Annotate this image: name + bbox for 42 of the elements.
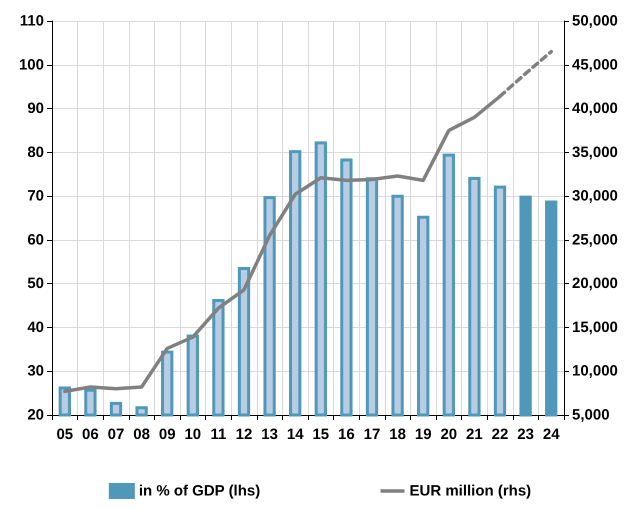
y2-tick-label: 15,000 (572, 318, 618, 336)
y2-tick-label: 35,000 (572, 144, 618, 161)
legend-label: in % of GDP (lhs) (138, 482, 260, 500)
x-tick-label: 11 (210, 426, 226, 443)
y2-tick-label: 10,000 (572, 362, 618, 380)
x-tick-label: 15 (312, 426, 330, 443)
x-tick-label: 17 (364, 426, 380, 443)
y-tick-label: 50 (27, 275, 44, 292)
y-tick-label: 20 (27, 406, 44, 424)
x-tick-label: 19 (414, 426, 432, 443)
x-tick-label: 21 (466, 426, 483, 443)
x-tick-label: 08 (133, 426, 150, 443)
x-tick-label: 24 (542, 426, 560, 443)
x-tick-label: 16 (338, 426, 355, 443)
y2-tick-label: 30,000 (572, 188, 618, 205)
y-tick-label: 110 (20, 12, 44, 30)
legend-label: EUR million (rhs) (409, 482, 532, 500)
y-tick-label: 70 (27, 188, 44, 205)
x-tick-label: 23 (517, 426, 534, 443)
y2-tick-label: 25,000 (572, 231, 618, 248)
x-tick-label: 05 (56, 426, 74, 443)
x-tick-label: 09 (158, 426, 176, 443)
x-tick-label: 18 (389, 426, 406, 443)
x-tick-label: 22 (492, 426, 508, 443)
y2-tick-label: 20,000 (572, 275, 618, 292)
y-tick-label: 100 (18, 56, 44, 74)
y-tick-label: 30 (27, 362, 44, 380)
x-tick-label: 14 (286, 426, 304, 443)
x-tick-label: 12 (236, 426, 252, 443)
y2-tick-label: 45,000 (572, 56, 618, 74)
x-tick-label: 20 (440, 426, 458, 443)
x-tick-label: 07 (108, 426, 124, 443)
y-tick-label: 80 (27, 144, 44, 161)
x-tick-label: 10 (184, 426, 202, 443)
y2-tick-label: 40,000 (572, 100, 618, 118)
x-tick-label: 13 (261, 426, 278, 443)
y2-tick-label: 50,000 (572, 12, 618, 30)
x-tick-label: 06 (82, 426, 99, 443)
y-tick-label: 40 (27, 318, 44, 336)
y2-tick-label: 5,000 (572, 406, 610, 424)
y-tick-label: 60 (27, 231, 44, 248)
y-tick-label: 90 (27, 100, 44, 118)
